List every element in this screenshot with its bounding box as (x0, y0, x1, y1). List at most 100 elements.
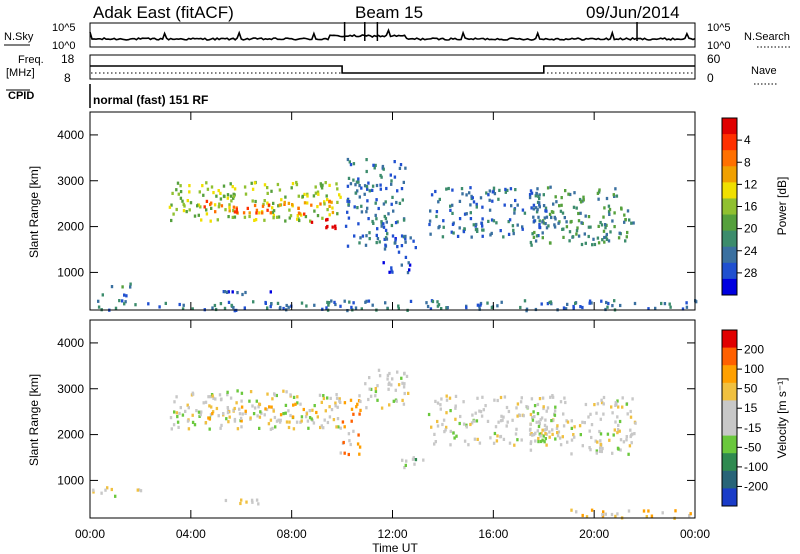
echo-cell (598, 449, 602, 453)
echo-cell (383, 237, 386, 241)
echo-cell (248, 211, 251, 215)
echo-cell (331, 225, 334, 229)
echo-cell (445, 398, 449, 402)
echo-cell (393, 175, 397, 179)
echo-cell (579, 200, 583, 204)
echo-cell (611, 411, 614, 415)
echo-cell (370, 387, 373, 391)
echo-cell (581, 305, 584, 310)
echo-cell (219, 197, 223, 201)
echo-cell (335, 396, 339, 400)
echo-cell (238, 407, 241, 411)
echo-cell (564, 307, 568, 311)
echo-cell (541, 396, 545, 400)
echo-cell (548, 241, 552, 245)
echo-cell (596, 191, 600, 195)
echo-cell (276, 182, 280, 187)
echo-cell (365, 169, 368, 174)
echo-cell (211, 394, 214, 398)
y-tick-label: 4000 (57, 128, 84, 142)
echo-cell (243, 215, 247, 219)
echo-cell (436, 419, 439, 424)
echo-cell (551, 418, 555, 423)
date-label: 09/Jun/2014 (586, 3, 680, 22)
echo-cell (590, 508, 594, 512)
echo-cell (402, 218, 406, 222)
echo-cell (316, 190, 320, 194)
echo-cell (255, 208, 259, 212)
echo-cell (461, 192, 464, 196)
echo-cell (528, 196, 532, 200)
echo-cell (573, 425, 576, 429)
echo-cell (321, 216, 324, 220)
echo-cell (372, 163, 375, 167)
echo-cell (475, 222, 478, 227)
echo-cell (270, 302, 273, 306)
echo-cell (588, 429, 591, 433)
echo-cell (546, 302, 550, 306)
echo-cell (476, 303, 480, 307)
echo-cell (386, 307, 389, 311)
echo-cell (355, 180, 359, 184)
echo-cell (582, 195, 585, 199)
x-tick-label: 12:00 (377, 527, 407, 541)
echo-cell (488, 198, 491, 202)
colorbar-tick-label: 15 (744, 401, 758, 415)
echo-cell (430, 425, 433, 429)
echo-cell (529, 422, 532, 426)
echo-cell (647, 509, 650, 513)
echo-cell (404, 255, 408, 259)
echo-cell (101, 293, 104, 297)
echo-cell (459, 414, 462, 419)
echo-cell (478, 441, 482, 445)
echo-cell (397, 304, 400, 308)
echo-cell (397, 250, 401, 254)
echo-cell (358, 445, 362, 449)
echo-cell (545, 215, 549, 219)
echo-cell (606, 432, 610, 436)
echo-cell (396, 245, 399, 249)
echo-cell (458, 199, 462, 203)
echo-cell (559, 443, 563, 447)
echo-cell (323, 202, 326, 206)
echo-cell (433, 442, 436, 446)
echo-cell (578, 424, 582, 428)
colorbar-swatch (722, 418, 737, 437)
echo-cell (268, 405, 271, 409)
echo-cell (561, 435, 564, 439)
echo-cell (542, 193, 545, 197)
echo-cell (188, 208, 191, 212)
echo-cell (395, 399, 398, 403)
echo-cell (629, 415, 633, 419)
echo-cell (343, 451, 346, 455)
echo-cell (356, 206, 359, 210)
echo-cell (295, 183, 299, 187)
echo-cell (278, 420, 282, 424)
echo-cell (576, 226, 579, 230)
echo-cell (538, 223, 541, 227)
echo-cell (343, 401, 347, 405)
echo-cell (628, 218, 631, 222)
echo-cell (384, 228, 388, 232)
echo-cell (375, 233, 378, 237)
echo-cell (233, 419, 237, 423)
echo-cell (625, 438, 628, 442)
echo-cell (384, 301, 387, 305)
echo-cell (514, 188, 517, 192)
echo-cell (489, 436, 492, 440)
echo-cell (588, 446, 591, 450)
echo-cell (435, 210, 439, 214)
echo-cell (496, 398, 499, 403)
echo-cell (566, 420, 570, 424)
echo-cell (412, 239, 415, 243)
echo-cell (350, 407, 354, 411)
echo-cell (230, 303, 233, 307)
echo-cell (208, 404, 211, 408)
echo-cell (438, 224, 441, 229)
echo-cell (235, 208, 238, 212)
echo-cell (269, 418, 273, 422)
echo-cell (263, 413, 266, 417)
echo-cell (265, 407, 269, 412)
y-tick-label: 1000 (57, 265, 84, 279)
echo-cell (379, 183, 382, 187)
